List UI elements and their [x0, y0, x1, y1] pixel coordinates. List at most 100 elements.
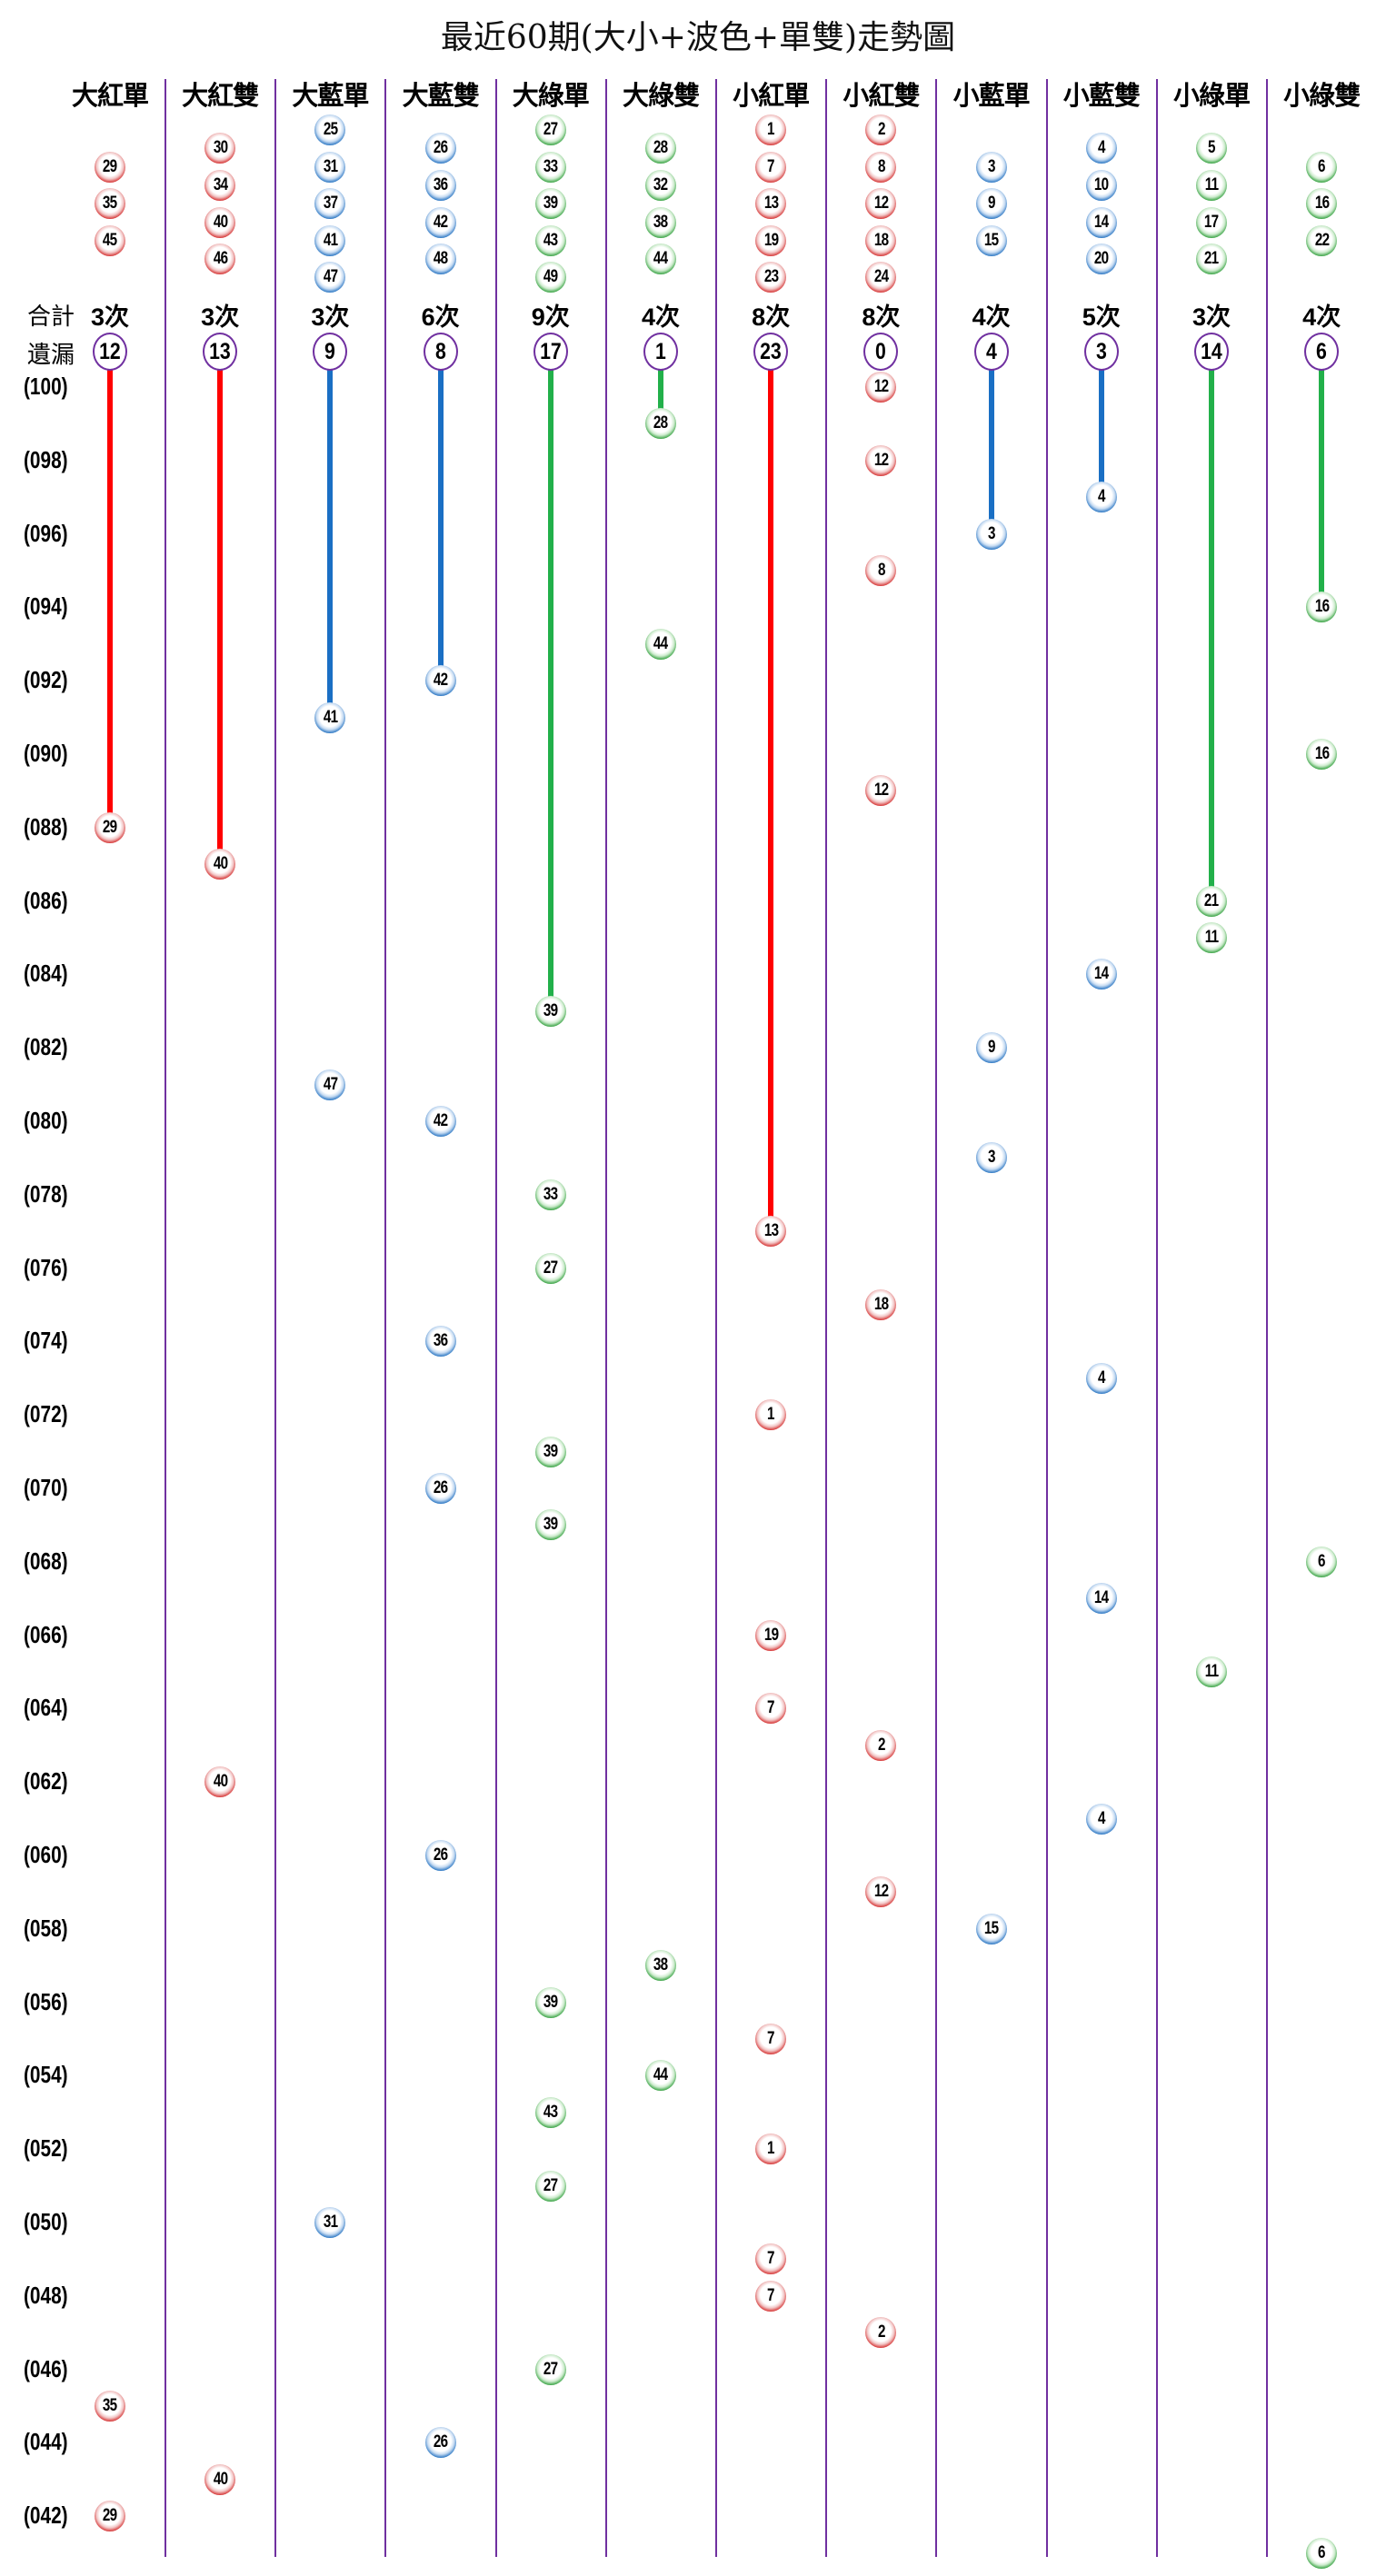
ball-number: 31 — [323, 156, 338, 176]
ball-number: 7 — [767, 2249, 775, 2269]
column-header: 小綠單 — [1172, 80, 1251, 111]
draw-ball: 2 — [865, 2317, 897, 2349]
ball-number: 1 — [767, 1405, 775, 1425]
draw-ball: 12 — [865, 775, 897, 807]
ball-number: 28 — [653, 138, 668, 158]
ball-number: 44 — [653, 249, 668, 269]
period-label: (070) — [24, 1474, 79, 1502]
period-text: (050) — [24, 2208, 68, 2235]
column-divider — [825, 79, 828, 2557]
period-label: (080) — [24, 1107, 79, 1135]
ball-number: 13 — [763, 194, 779, 214]
ball-number: 22 — [1314, 230, 1330, 250]
draw-ball: 7 — [755, 2280, 787, 2312]
legend-ball: 46 — [204, 244, 236, 275]
missing-line — [658, 368, 663, 424]
draw-ball: 16 — [1306, 592, 1338, 623]
ball-number: 42 — [433, 212, 448, 232]
ball-number: 21 — [1204, 890, 1219, 910]
period-text: (068) — [24, 1547, 68, 1575]
column-total: 6次 — [421, 303, 460, 331]
ball-number: 38 — [653, 1955, 668, 1975]
period-text: (090) — [24, 740, 68, 767]
draw-ball: 11 — [1196, 1656, 1227, 1687]
ball-number: 31 — [323, 2213, 338, 2232]
missing-line — [437, 368, 444, 681]
ball-number: 48 — [433, 249, 448, 269]
period-text: (048) — [24, 2281, 68, 2309]
ball-number: 11 — [1204, 928, 1219, 947]
legend-ball: 43 — [534, 224, 566, 256]
ball-number: 39 — [543, 1000, 558, 1020]
column-header: 大綠單 — [512, 80, 590, 111]
legend-ball: 33 — [534, 151, 566, 183]
legend-ball: 2 — [865, 114, 897, 145]
legend-ball: 4 — [1085, 133, 1117, 164]
column-total: 5次 — [1082, 303, 1121, 331]
draw-ball: 39 — [534, 1436, 566, 1467]
draw-ball: 40 — [204, 2463, 236, 2495]
ball-number: 8 — [877, 156, 885, 176]
ball-number: 19 — [763, 1625, 779, 1645]
draw-ball: 8 — [865, 555, 897, 586]
ball-number: 33 — [543, 1184, 558, 1204]
period-label: (060) — [24, 1841, 79, 1869]
ball-number: 12 — [873, 377, 889, 396]
legend-ball: 49 — [534, 262, 566, 293]
period-label: (096) — [24, 520, 79, 548]
legend-ball: 9 — [975, 188, 1007, 220]
legend-ball: 7 — [755, 151, 787, 183]
legend-ball: 11 — [1196, 169, 1227, 201]
missing-line — [1209, 368, 1214, 901]
ball-number: 18 — [873, 1295, 889, 1314]
ball-number: 14 — [1094, 212, 1109, 232]
period-text: (072) — [24, 1400, 68, 1428]
legend-ball: 23 — [755, 262, 787, 293]
period-text: (088) — [24, 812, 68, 840]
ball-number: 27 — [543, 1258, 558, 1278]
draw-ball: 26 — [424, 2427, 456, 2459]
legend-ball: 24 — [865, 262, 897, 293]
missing-count: 12 — [93, 333, 127, 371]
ball-number: 47 — [323, 1074, 338, 1094]
column-header: 小藍雙 — [1062, 80, 1141, 111]
legend-ball: 32 — [645, 169, 676, 201]
ball-number: 7 — [767, 2285, 775, 2305]
draw-ball: 40 — [204, 849, 236, 880]
ball-number: 9 — [987, 194, 995, 214]
ball-number: 15 — [983, 1918, 999, 1938]
period-label: (100) — [24, 373, 79, 401]
missing-value: 12 — [99, 338, 121, 364]
ball-number: 39 — [543, 1992, 558, 2012]
ball-number: 2 — [877, 1735, 885, 1755]
period-label: (044) — [24, 2428, 79, 2456]
ball-number: 1 — [767, 120, 775, 139]
column-total: 3次 — [311, 303, 350, 331]
column-divider — [165, 79, 166, 2557]
legend-ball: 48 — [424, 244, 456, 275]
legend-ball: 20 — [1085, 244, 1117, 275]
period-label: (076) — [24, 1254, 79, 1282]
period-label: (048) — [24, 2282, 79, 2310]
period-text: (100) — [24, 373, 68, 400]
draw-ball: 36 — [424, 1326, 456, 1358]
ball-number: 14 — [1094, 1588, 1109, 1608]
missing-value: 14 — [1201, 338, 1222, 364]
missing-line — [327, 368, 334, 718]
column-header: 小藍單 — [952, 80, 1031, 111]
ball-number: 2 — [877, 120, 885, 139]
ball-number: 4 — [1097, 1368, 1105, 1387]
period-text: (052) — [24, 2134, 68, 2163]
ball-number: 29 — [103, 2506, 117, 2526]
ball-number: 11 — [1204, 1662, 1219, 1681]
column-divider — [274, 79, 277, 2557]
ball-number: 29 — [103, 156, 117, 176]
period-label: (074) — [24, 1327, 79, 1355]
draw-ball: 28 — [645, 408, 676, 440]
period-text: (042) — [24, 2501, 68, 2530]
column-divider — [494, 79, 497, 2557]
ball-number: 8 — [877, 561, 885, 580]
legend-ball: 27 — [534, 114, 566, 145]
ball-number: 46 — [213, 249, 228, 269]
ball-number: 18 — [873, 230, 889, 250]
